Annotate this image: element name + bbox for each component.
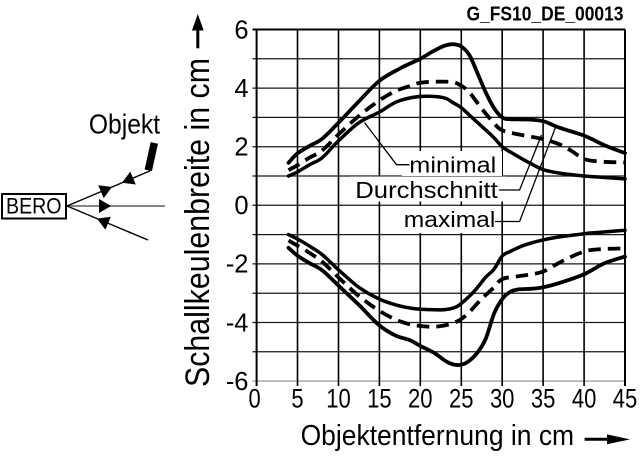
svg-text:30: 30: [490, 384, 515, 414]
svg-text:10: 10: [326, 384, 351, 414]
svg-text:0: 0: [249, 384, 261, 414]
svg-text:20: 20: [408, 384, 433, 414]
svg-text:BERO: BERO: [6, 194, 62, 219]
svg-text:15: 15: [367, 384, 392, 414]
svg-text:-2: -2: [226, 251, 249, 279]
svg-text:Objekt: Objekt: [89, 109, 160, 140]
svg-text:2: 2: [234, 134, 248, 162]
svg-text:40: 40: [572, 384, 597, 414]
svg-text:0: 0: [234, 192, 248, 220]
svg-text:G_FS10_DE_00013: G_FS10_DE_00013: [467, 4, 624, 26]
svg-text:4: 4: [234, 75, 248, 103]
svg-text:maximal: maximal: [404, 207, 496, 232]
svg-text:Durchschnitt: Durchschnitt: [355, 177, 498, 203]
svg-text:Schallkeulenbreite in cm: Schallkeulenbreite in cm: [179, 58, 217, 387]
svg-text:5: 5: [291, 384, 303, 414]
svg-text:25: 25: [449, 384, 474, 414]
svg-text:45: 45: [613, 384, 638, 414]
svg-text:-4: -4: [226, 309, 249, 337]
svg-text:minimal: minimal: [409, 152, 496, 177]
svg-text:-6: -6: [226, 368, 249, 396]
svg-text:Objektentfernung in cm: Objektentfernung in cm: [301, 420, 574, 452]
svg-text:6: 6: [234, 16, 248, 44]
svg-text:35: 35: [531, 384, 556, 414]
